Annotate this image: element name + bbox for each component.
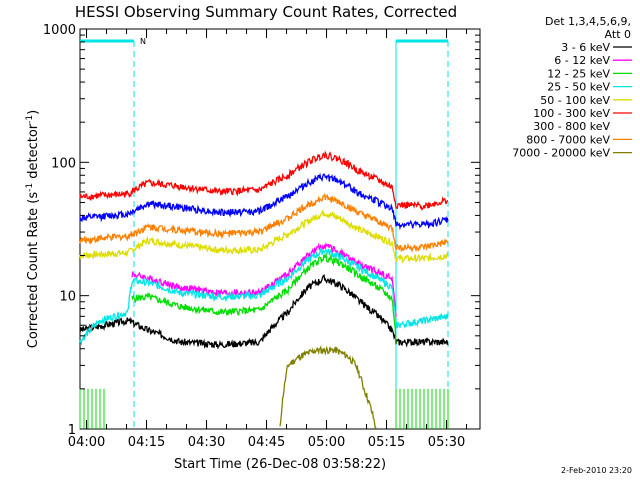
x-tick-label: 05:30 [428, 435, 465, 450]
x-tick-label: 05:00 [308, 435, 345, 450]
legend-entry-label: 12 - 25 keV [547, 67, 610, 80]
legend-header-line-2: Att 0 [605, 28, 631, 41]
chart-title: HESSI Observing Summary Count Rates, Cor… [75, 3, 457, 21]
legend-entry-label: 300 - 800 keV [533, 120, 610, 133]
legend-entry-label: 800 - 7000 keV [526, 133, 610, 146]
series-line [79, 172, 449, 231]
x-tick-label: 04:15 [128, 435, 165, 450]
y-label-sup-1: -1 [25, 183, 35, 192]
plot-frame [79, 28, 481, 430]
legend-entry-label: 3 - 6 keV [561, 41, 610, 54]
x-tick-label: 04:45 [248, 435, 285, 450]
y-tick-label: 1000 [43, 23, 76, 38]
legend-entry-label: 6 - 12 keV [554, 54, 610, 67]
series-line [79, 246, 449, 346]
x-tick-label: 04:30 [188, 435, 225, 450]
legend-entry-label: 25 - 50 keV [547, 81, 610, 94]
y-label-part-2: detector [26, 123, 41, 183]
legend-header-line-1: Det 1,3,4,5,6,9, [545, 15, 631, 28]
legend-entry-label: 100 - 300 keV [533, 107, 610, 120]
y-tick-label: 10 [59, 290, 76, 305]
y-label-part-3: ) [26, 110, 41, 115]
y-label-part-1: Corrected Count Rate (s [26, 192, 41, 349]
series-line [79, 192, 449, 254]
y-tick-label: 100 [51, 156, 76, 171]
series-line [131, 252, 397, 344]
series-line [79, 210, 449, 264]
y-tick-label: 1 [68, 423, 76, 438]
series-line [79, 150, 449, 212]
footer-timestamp: 2-Feb-2010 23:20 [561, 466, 632, 475]
x-tick-label: 05:15 [368, 435, 405, 450]
series-line [279, 344, 377, 431]
x-axis-label: Start Time (26-Dec-08 03:58:22) [174, 457, 386, 472]
series-line [79, 274, 449, 350]
y-label-sup-2: -1 [25, 115, 35, 124]
legend-entry-label: 7000 - 20000 keV [512, 147, 610, 160]
x-tick-label: 04:00 [68, 435, 105, 450]
y-axis-label: Corrected Count Rate (s-1 detector-1) [25, 110, 41, 348]
legend-entry-label: 50 - 100 keV [540, 94, 610, 107]
attenuator-marker: N [140, 37, 146, 46]
